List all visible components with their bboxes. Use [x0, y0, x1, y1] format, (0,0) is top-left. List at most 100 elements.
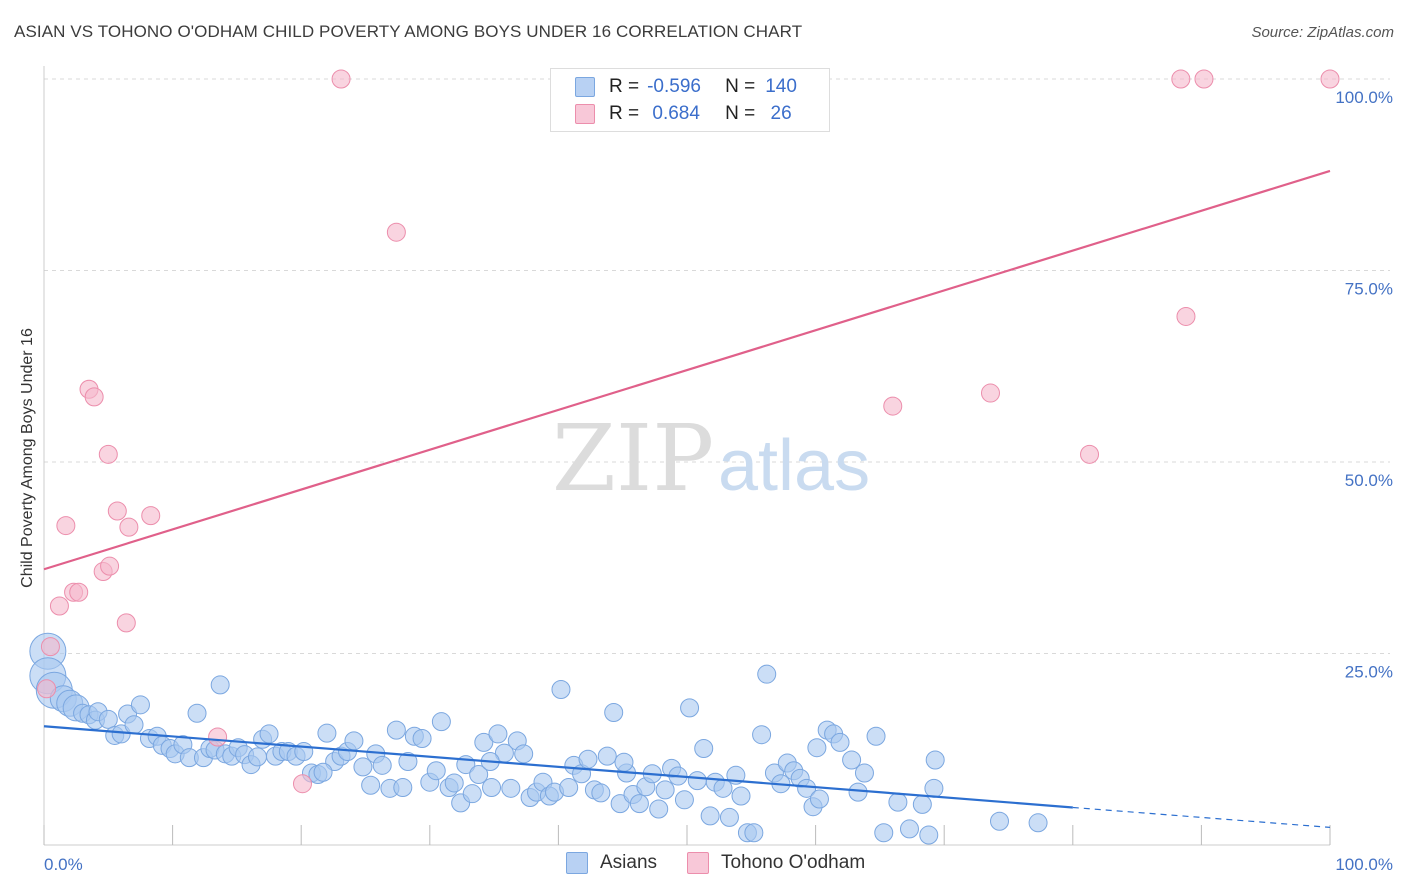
point-asians	[462, 784, 482, 804]
point-asians	[752, 725, 772, 745]
point-tohono	[84, 387, 104, 407]
point-asians	[719, 807, 739, 827]
point-asians	[848, 782, 868, 802]
stats-legend: R = -0.596 N = 140 R = 0.684 N = 26	[550, 68, 830, 132]
point-asians	[830, 732, 850, 752]
point-asians	[501, 778, 521, 798]
point-asians	[591, 783, 611, 803]
trend-line-asians	[43, 725, 1073, 809]
y-tick-label: 25.0%	[1345, 663, 1393, 682]
point-asians	[578, 749, 598, 769]
point-asians	[680, 698, 700, 718]
point-asians	[444, 773, 464, 793]
point-asians	[854, 763, 874, 783]
point-asians	[614, 752, 634, 772]
point-tohono	[386, 222, 406, 242]
point-tohono	[49, 596, 69, 616]
legend-swatch-asians	[575, 77, 595, 97]
trend-line-tohono	[43, 169, 1331, 571]
point-asians	[989, 811, 1009, 831]
point-tohono	[119, 517, 139, 537]
point-asians	[559, 778, 579, 798]
point-asians	[361, 775, 381, 795]
grid-lines	[44, 78, 1390, 654]
point-asians	[313, 762, 333, 782]
point-asians	[372, 755, 392, 775]
point-asians	[482, 778, 502, 798]
point-tohono	[56, 516, 76, 536]
legend-n-label: N =	[725, 76, 756, 97]
trend-lines	[43, 169, 1331, 828]
point-asians	[744, 823, 764, 843]
point-asians	[130, 695, 150, 715]
point-asians	[551, 680, 571, 700]
point-asians	[924, 778, 944, 798]
legend-r-value: -0.596	[647, 76, 701, 97]
y-tick-label: 75.0%	[1345, 280, 1393, 299]
point-asians	[488, 724, 508, 744]
source-label: Source: ZipAtlas.com	[1251, 24, 1394, 41]
legend-label-asians: Asians	[600, 852, 658, 873]
point-asians	[259, 724, 279, 744]
point-asians	[469, 765, 489, 785]
point-asians	[912, 794, 932, 814]
point-asians	[797, 778, 817, 798]
point-tohono	[1176, 306, 1196, 326]
point-asians	[842, 750, 862, 770]
tick-labels: 100.0% 75.0% 50.0% 25.0% 0.0% 100.0%	[44, 88, 1393, 874]
point-asians	[431, 712, 451, 732]
point-asians	[919, 825, 939, 845]
point-asians	[344, 731, 364, 751]
point-asians	[655, 780, 675, 800]
point-asians	[694, 738, 714, 758]
point-tohono	[40, 637, 60, 657]
legend-swatch-asians	[566, 852, 588, 874]
point-asians	[353, 757, 373, 777]
point-asians	[412, 729, 432, 749]
legend-r-label: R =	[609, 76, 640, 97]
point-asians	[247, 747, 267, 767]
point-tohono	[37, 679, 57, 699]
point-asians	[124, 715, 144, 735]
legend-n-label: N =	[725, 103, 756, 124]
point-asians	[649, 799, 669, 819]
point-asians	[731, 786, 751, 806]
point-asians	[629, 794, 649, 814]
legend-item-tohono[interactable]: Tohono O'odham	[687, 852, 865, 874]
point-asians	[597, 746, 617, 766]
point-tohono	[116, 613, 136, 633]
point-tohono	[1171, 69, 1191, 89]
watermark-zip: ZIP	[552, 405, 714, 512]
legend-item-asians[interactable]: Asians	[566, 852, 657, 874]
legend-label-tohono: Tohono O'odham	[721, 852, 866, 873]
data-points	[29, 69, 1340, 845]
point-asians	[398, 752, 418, 772]
chart-title: ASIAN VS TOHONO O'ODHAM CHILD POVERTY AM…	[14, 22, 803, 41]
point-tohono	[100, 556, 120, 576]
point-tohono	[141, 506, 161, 526]
legend-row-tohono: R = 0.684 N = 26	[575, 102, 792, 126]
axes	[43, 66, 1331, 846]
legend-row-asians: R = -0.596 N = 140	[575, 75, 797, 99]
point-asians	[393, 778, 413, 798]
point-asians	[899, 819, 919, 839]
legend-r-label: R =	[609, 103, 640, 124]
point-tohono	[883, 396, 903, 416]
point-tohono	[980, 383, 1000, 403]
point-tohono	[1080, 444, 1100, 464]
y-tick-label: 100.0%	[1335, 88, 1393, 107]
point-tohono	[1320, 69, 1340, 89]
point-tohono	[69, 582, 89, 602]
y-tick-label: 50.0%	[1345, 471, 1393, 490]
legend-r-value: 0.684	[647, 103, 700, 124]
point-asians	[866, 726, 886, 746]
point-asians	[386, 720, 406, 740]
point-asians	[317, 723, 337, 743]
point-asians	[687, 771, 707, 791]
point-asians	[757, 664, 777, 684]
point-tohono	[292, 774, 312, 794]
watermark-atlas: atlas	[718, 426, 870, 506]
point-asians	[98, 709, 118, 729]
point-asians	[604, 702, 624, 722]
